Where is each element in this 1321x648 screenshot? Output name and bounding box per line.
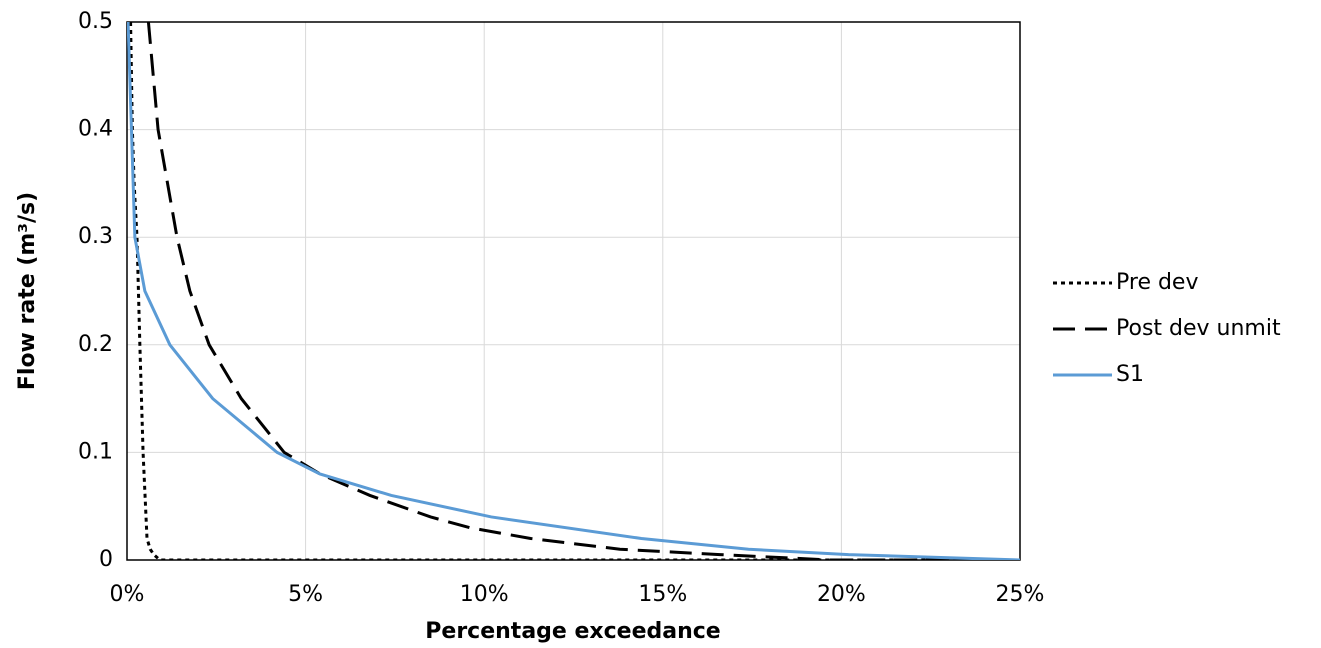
legend-label: Post dev unmit [1116, 316, 1281, 341]
x-tick-label: 0% [110, 582, 145, 607]
y-tick-label: 0 [99, 547, 113, 572]
y-tick-label: 0.4 [78, 117, 113, 142]
series-line [127, 22, 1020, 560]
x-tick-label: 20% [817, 582, 866, 607]
x-tick-label: 10% [460, 582, 509, 607]
y-tick-label: 0.2 [78, 332, 113, 357]
y-tick-label: 0.1 [78, 439, 113, 464]
series-line [146, 22, 1020, 560]
y-axis-title: Flow rate (m³/s) [15, 192, 40, 390]
legend-label: S1 [1116, 362, 1144, 387]
x-axis-title: Percentage exceedance [425, 619, 720, 644]
series-line [129, 22, 1020, 560]
plot-lines [127, 22, 1020, 560]
x-tick-label: 15% [638, 582, 687, 607]
y-tick-label: 0.5 [78, 9, 113, 34]
x-tick-label: 5% [288, 582, 323, 607]
y-tick-label: 0.3 [78, 224, 113, 249]
legend-label: Pre dev [1116, 270, 1199, 295]
plot-border [126, 21, 1021, 561]
x-tick-label: 25% [996, 582, 1045, 607]
